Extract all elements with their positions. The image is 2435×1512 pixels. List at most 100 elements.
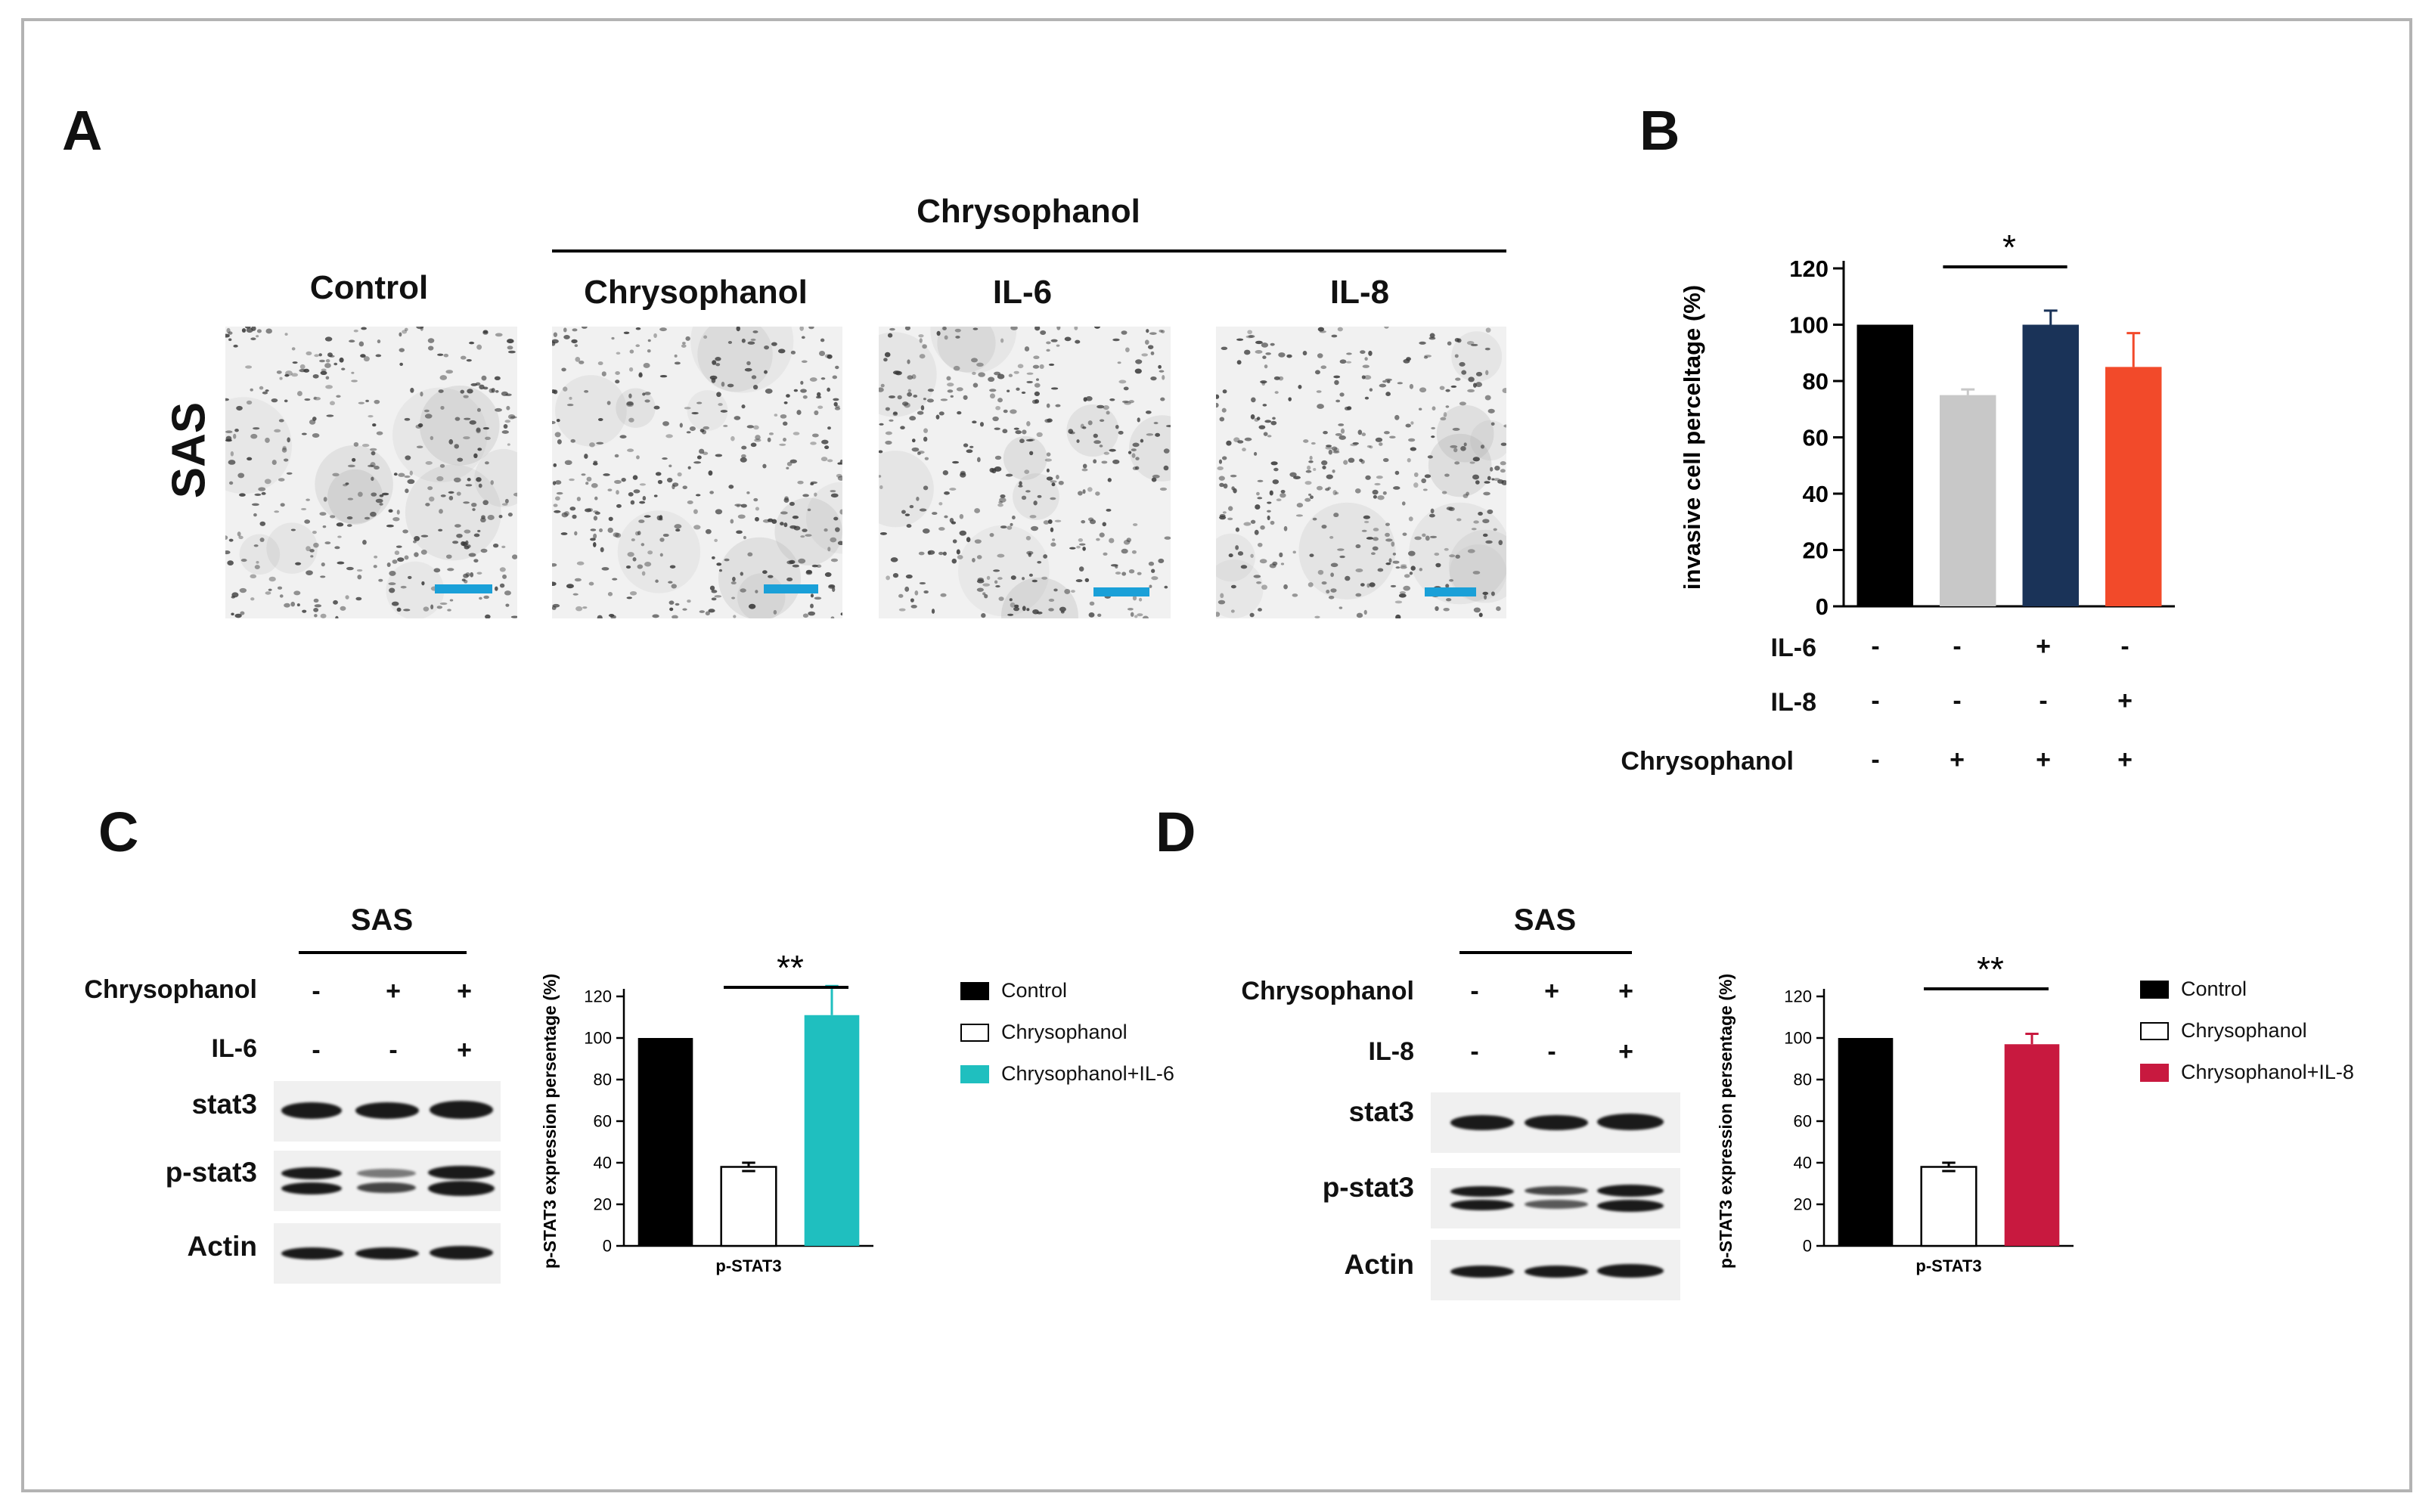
cell-dot <box>805 570 813 575</box>
cell-dot <box>513 492 517 497</box>
cell-dot <box>1443 607 1450 612</box>
cell-dot <box>750 442 757 448</box>
cell-dot <box>424 414 433 419</box>
cell-dot <box>674 354 678 358</box>
treatment-sign: - <box>1871 632 1880 661</box>
cell-dot <box>469 341 475 345</box>
cell-dot <box>1494 465 1500 471</box>
cell-dot <box>909 505 914 509</box>
cell-cluster <box>1216 533 1255 582</box>
cell-dot <box>1320 365 1327 370</box>
cell-dot <box>1048 598 1055 602</box>
cell-dot <box>727 383 734 388</box>
cell-dot <box>885 407 890 411</box>
cell-dot <box>312 373 319 379</box>
cell-dot <box>1151 576 1159 581</box>
cell-dot <box>989 389 997 392</box>
cell-dot <box>997 577 1003 580</box>
cell-dot <box>751 375 757 380</box>
cell-dot <box>879 450 883 454</box>
cell-dot <box>1082 489 1086 494</box>
cell-dot <box>988 376 995 383</box>
cell-dot <box>647 550 653 555</box>
cell-dot <box>734 416 741 420</box>
cell-dot <box>1478 511 1483 516</box>
cell-dot <box>715 509 723 515</box>
cell-dot <box>1078 538 1084 542</box>
cell-dot <box>1002 429 1008 434</box>
cell-dot <box>479 596 482 600</box>
cell-dot <box>347 464 355 468</box>
cell-dot <box>227 560 234 565</box>
cell-dot <box>647 349 651 353</box>
cell-dot <box>918 551 925 556</box>
cell-dot <box>461 578 466 582</box>
cell-dot <box>1005 473 1013 477</box>
cell-dot <box>473 453 478 459</box>
cell-dot <box>1409 383 1414 389</box>
cell-dot <box>879 387 884 392</box>
cell-dot <box>1132 466 1138 471</box>
cell-dot <box>502 574 507 579</box>
cell-dot <box>684 407 691 410</box>
cell-dot <box>814 410 819 416</box>
blot-strip-actin <box>274 1223 501 1284</box>
cell-dot <box>250 388 253 392</box>
cell-dot <box>1321 525 1327 529</box>
cell-dot <box>262 391 268 395</box>
cell-dot <box>1121 330 1128 335</box>
cell-dot <box>1369 388 1373 392</box>
cell-dot <box>832 587 836 592</box>
y-axis-label: p-STAT3 expression persentage (%) <box>1716 974 1736 1269</box>
cell-dot <box>1279 552 1283 558</box>
cell-dot <box>1360 350 1366 355</box>
cell-dot <box>1132 595 1137 601</box>
cell-dot <box>1435 606 1439 612</box>
cell-dot <box>728 485 734 489</box>
cell-dot <box>993 569 1000 572</box>
cell-dot <box>1338 435 1346 440</box>
cell-dot <box>801 336 805 339</box>
cell-dot <box>324 541 331 545</box>
cell-dot <box>647 339 651 342</box>
cell-dot <box>1337 327 1343 332</box>
cell-dot <box>1328 449 1332 455</box>
cell-dot <box>1413 482 1419 488</box>
cell-dot <box>927 550 935 555</box>
cell-dot <box>554 480 562 485</box>
cell-dot <box>643 362 650 368</box>
cell-dot <box>644 562 652 567</box>
cell-dot <box>1099 532 1105 538</box>
cell-dot <box>762 570 768 575</box>
cell-dot <box>1097 613 1102 618</box>
cell-dot <box>351 380 358 383</box>
legend-item: Chrysophanol <box>960 1021 1128 1044</box>
cell-dot <box>814 596 822 600</box>
cell-dot <box>423 409 430 413</box>
cell-dot <box>630 500 635 505</box>
cell-dot <box>1333 447 1339 453</box>
cell-dot <box>1017 364 1024 369</box>
cell-dot <box>740 572 743 576</box>
cell-dot <box>1338 606 1343 609</box>
cell-dot <box>347 497 354 500</box>
cell-dot <box>445 554 452 559</box>
cell-dot <box>1041 576 1048 580</box>
y-tick-label: 120 <box>584 987 612 1006</box>
cell-dot <box>1046 403 1050 408</box>
cell-dot <box>447 609 451 612</box>
cell-dot <box>641 543 645 547</box>
cell-dot <box>1401 501 1406 506</box>
cell-dot <box>371 451 376 456</box>
cell-dot <box>253 513 257 517</box>
y-axis-label: p-STAT3 expression persentage (%) <box>540 974 560 1269</box>
cell-dot <box>1134 368 1142 374</box>
cell-dot <box>997 373 1005 380</box>
cell-dot <box>612 578 618 581</box>
cell-dot <box>628 417 634 423</box>
cell-dot <box>833 516 839 521</box>
cell-dot <box>1018 485 1023 488</box>
cell-dot <box>1050 480 1057 483</box>
y-tick-label: 120 <box>1784 987 1812 1006</box>
blot-treatment-chrysophanol: Chrysophanol <box>1241 977 1414 1005</box>
